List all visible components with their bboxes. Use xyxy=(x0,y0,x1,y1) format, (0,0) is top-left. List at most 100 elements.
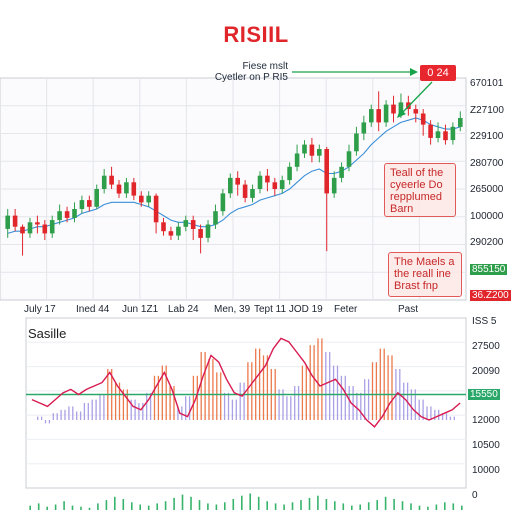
candle-body xyxy=(109,175,114,185)
candle-body xyxy=(435,131,441,138)
candle-body xyxy=(168,231,174,236)
chart-title: RISIIL xyxy=(223,22,289,47)
candle-body xyxy=(87,200,92,207)
oscillator-panel-frame xyxy=(25,317,467,489)
top-annotation: Fiese mslt Cyetler on P RI5 xyxy=(196,61,288,83)
y-tick-label: 229100 xyxy=(470,131,504,142)
osc-y-tick-label: 10000 xyxy=(472,465,500,477)
osc-y-tick-label: 0 xyxy=(472,490,478,501)
candle-body xyxy=(101,175,107,189)
candle-body xyxy=(220,193,226,212)
y-tick-label: 855150 xyxy=(470,263,508,275)
osc-y-tick-label: 12000 xyxy=(472,415,500,427)
top-annotation-line2: Cyetler on P RI5 xyxy=(214,72,288,83)
note-box-upper: Teall of the cyeerle Do repplumed Barn xyxy=(384,163,456,217)
candle-body xyxy=(242,184,248,198)
candle-body xyxy=(49,220,55,234)
oscillator-line xyxy=(31,337,461,428)
candle-body xyxy=(42,224,48,234)
candle-body xyxy=(205,224,211,238)
note-box-lower: The Maels a the reall ine Brast fnp xyxy=(388,252,462,297)
y-tick-label: 36.Z200 xyxy=(470,290,511,301)
x-tick-label: Jun 1Z1 xyxy=(122,304,159,315)
candle-body xyxy=(443,131,448,141)
moving-average-line xyxy=(7,117,461,234)
candle-body xyxy=(20,226,25,234)
candle-body xyxy=(346,151,352,167)
candle-body xyxy=(458,118,463,127)
candle-body xyxy=(190,220,196,229)
candle-body xyxy=(213,211,218,225)
osc-y-tick-label: 10500 xyxy=(472,440,500,452)
candle-body xyxy=(317,149,322,156)
candle-body xyxy=(124,182,129,194)
candle-body xyxy=(27,222,33,234)
candle-body xyxy=(294,153,300,167)
osc-y-tick-label: 27500 xyxy=(472,340,500,352)
candle-body xyxy=(176,226,181,236)
y-tick-label: 280700 xyxy=(470,157,504,169)
candle-body xyxy=(72,209,77,218)
candle-body xyxy=(131,182,137,196)
price-arrow-head xyxy=(397,109,406,118)
candle-body xyxy=(354,133,359,152)
y-tick-label: 670101 xyxy=(470,78,504,89)
candle-body xyxy=(12,215,18,227)
candle-body xyxy=(279,180,285,189)
candle-body xyxy=(35,222,40,225)
y-tick-label: Z27100 xyxy=(470,104,504,116)
candle-body xyxy=(376,109,381,123)
candle-body xyxy=(287,166,292,181)
candle-body xyxy=(309,144,315,156)
candle-body xyxy=(64,211,70,218)
candle-body xyxy=(450,126,456,141)
candle-body xyxy=(116,184,122,194)
candle-body xyxy=(161,222,166,232)
x-tick-label: July 17 xyxy=(24,304,56,315)
oscillator-title: Sasille xyxy=(28,326,67,341)
x-tick-label: Lab 24 xyxy=(168,304,199,315)
x-tick-label: Ined 44 xyxy=(76,304,110,315)
price-arrow-line xyxy=(400,81,433,115)
candle-body xyxy=(257,175,263,189)
candle-body xyxy=(235,177,240,185)
x-tick-label: Men, 39 xyxy=(214,304,251,315)
candle-body xyxy=(272,182,278,189)
y-tick-label: 265000 xyxy=(470,184,504,195)
candle-body xyxy=(383,104,389,123)
x-tick-label: Feter xyxy=(334,304,358,315)
osc-y-tick-label: 20090 xyxy=(472,365,500,377)
osc-y-tick-label: ISS 5 xyxy=(472,316,497,327)
candle-body xyxy=(57,211,62,221)
candle-body xyxy=(324,149,329,194)
candle-body xyxy=(428,124,433,138)
candle-body xyxy=(5,215,10,229)
candle-body xyxy=(391,104,396,114)
candle-body xyxy=(146,195,151,203)
candle-body xyxy=(302,144,307,154)
candle-body xyxy=(420,113,426,125)
candle-body xyxy=(361,122,367,134)
candle-body xyxy=(250,189,255,198)
candle-body xyxy=(94,189,99,207)
candle-body xyxy=(153,195,159,223)
annotation-arrow-head xyxy=(410,68,418,76)
y-tick-label: 100000 xyxy=(470,210,504,222)
price-badge: 0 24 xyxy=(420,65,456,81)
candle-body xyxy=(331,177,337,194)
x-tick-label: Past xyxy=(398,304,419,315)
candle-body xyxy=(183,220,189,227)
candle-body xyxy=(139,195,144,203)
candle-body xyxy=(79,200,85,209)
candle-body xyxy=(413,109,419,114)
candle-body xyxy=(339,166,344,178)
candle-body xyxy=(398,102,404,114)
candle-body xyxy=(198,229,203,238)
x-tick-label: Tept 11 JOD 19 xyxy=(254,304,323,315)
top-annotation-line1: Fiese mslt xyxy=(242,61,288,72)
level-value-label: 15550 xyxy=(468,388,500,400)
y-tick-label: 290200 xyxy=(470,237,504,248)
candle-body xyxy=(265,175,270,183)
candle-body xyxy=(369,109,374,123)
